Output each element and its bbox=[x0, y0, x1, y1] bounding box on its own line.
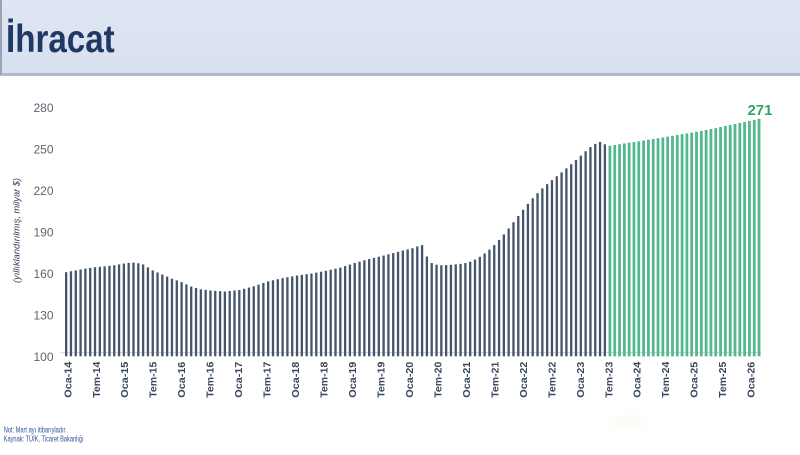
svg-text:Oca-24: Oca-24 bbox=[632, 362, 644, 398]
svg-text:190: 190 bbox=[33, 225, 53, 239]
svg-text:Oca-19: Oca-19 bbox=[347, 362, 359, 398]
svg-text:Kaynak: TÜİK, Ticaret Bakanlığ: Kaynak: TÜİK, Ticaret Bakanlığı bbox=[4, 434, 84, 443]
svg-text:Tem-25: Tem-25 bbox=[717, 362, 729, 398]
svg-text:Tem-23: Tem-23 bbox=[603, 362, 615, 398]
svg-text:Oca-25: Oca-25 bbox=[689, 362, 701, 398]
svg-text:Tem-20: Tem-20 bbox=[432, 362, 444, 398]
svg-text:280: 280 bbox=[33, 101, 53, 115]
svg-text:Tem-22: Tem-22 bbox=[546, 362, 558, 398]
svg-text:Tem-15: Tem-15 bbox=[148, 362, 160, 398]
svg-text:130: 130 bbox=[33, 308, 53, 322]
svg-text:Oca-20: Oca-20 bbox=[404, 362, 416, 398]
svg-text:Tem-14: Tem-14 bbox=[91, 362, 103, 398]
svg-text:271: 271 bbox=[747, 102, 772, 119]
svg-text:160: 160 bbox=[33, 267, 53, 281]
svg-text:Oca-15: Oca-15 bbox=[119, 362, 131, 398]
svg-text:Tem-24: Tem-24 bbox=[660, 362, 672, 398]
svg-text:100: 100 bbox=[33, 350, 53, 364]
svg-text:Oca-18: Oca-18 bbox=[290, 362, 302, 398]
svg-text:Oca-23: Oca-23 bbox=[575, 362, 587, 398]
svg-text:Tem-19: Tem-19 bbox=[375, 362, 387, 398]
svg-text:Tem-18: Tem-18 bbox=[319, 362, 331, 398]
svg-text:Not: Mart ayı itibarıyladır.: Not: Mart ayı itibarıyladır. bbox=[4, 425, 67, 434]
svg-text:Oca-16: Oca-16 bbox=[176, 362, 188, 398]
svg-text:Tem-21: Tem-21 bbox=[489, 362, 501, 398]
svg-text:220: 220 bbox=[33, 184, 53, 198]
svg-text:Oca-17: Oca-17 bbox=[233, 362, 245, 398]
svg-text:Oca-21: Oca-21 bbox=[461, 362, 473, 398]
svg-text:Oca-22: Oca-22 bbox=[518, 362, 530, 398]
svg-text:Oca-26: Oca-26 bbox=[746, 362, 758, 398]
svg-text:Oca-14: Oca-14 bbox=[62, 362, 74, 398]
svg-text:(yıllıklandırılmış, milyar $): (yıllıklandırılmış, milyar $) bbox=[12, 178, 23, 283]
svg-text:Tem-16: Tem-16 bbox=[205, 362, 217, 398]
svg-text:Tem-17: Tem-17 bbox=[262, 362, 274, 398]
svg-text:250: 250 bbox=[33, 142, 53, 156]
